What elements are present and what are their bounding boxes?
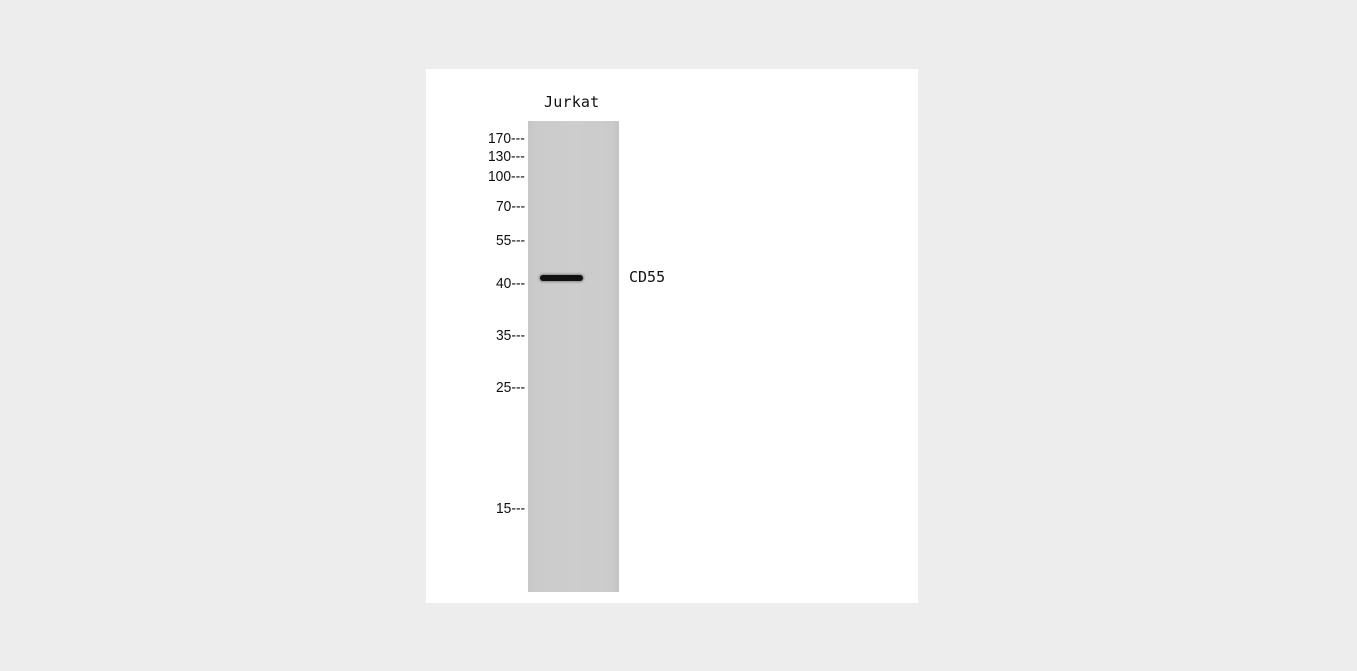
blot-lane [528,121,619,592]
target-label: CD55 [629,268,666,286]
lane-label: Jurkat [544,93,600,111]
marker-15: 15--- [496,500,526,517]
marker-40: 40--- [496,275,526,292]
marker-25: 25--- [496,379,526,396]
western-blot-figure: Jurkat 170--- 130--- 100--- 70--- 55--- … [426,69,918,603]
marker-70: 70--- [496,198,526,215]
marker-130: 130--- [488,148,525,165]
marker-170: 170--- [488,130,525,147]
marker-100: 100--- [488,168,525,185]
marker-55: 55--- [496,232,526,249]
protein-band [540,275,583,281]
marker-35: 35--- [496,327,526,344]
